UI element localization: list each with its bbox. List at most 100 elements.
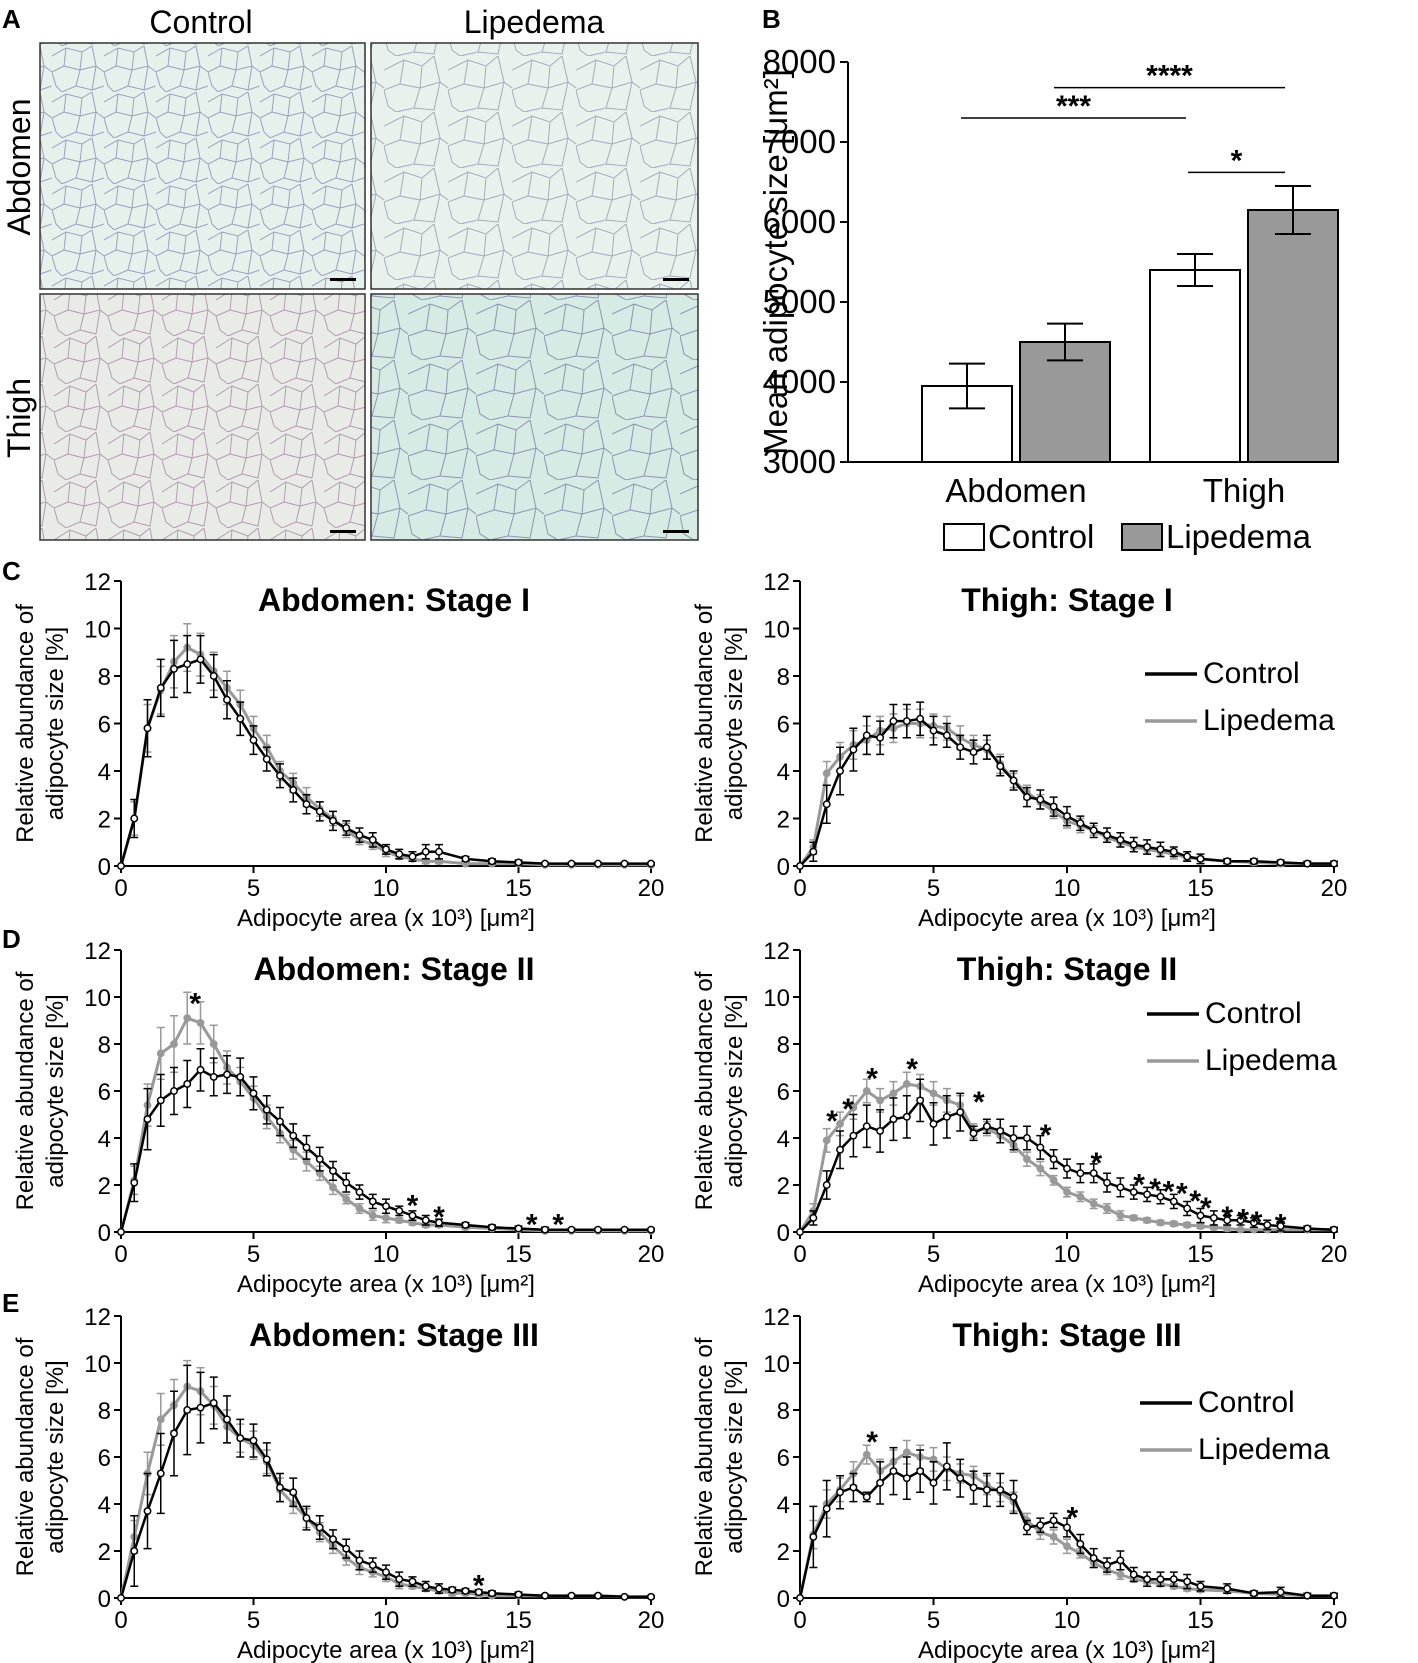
data-point-lipedema xyxy=(1116,1570,1125,1579)
data-point-control xyxy=(1330,1225,1338,1234)
data-point-control xyxy=(302,800,311,809)
data-point-control xyxy=(796,862,804,870)
y-axis-label: Relative abundance of xyxy=(12,604,39,843)
data-point-control xyxy=(249,1436,258,1445)
col-header-control: Control xyxy=(149,4,252,40)
data-point-control xyxy=(541,1225,549,1234)
data-point-control xyxy=(942,1112,951,1121)
data-point-control xyxy=(1063,1523,1071,1532)
data-point-control xyxy=(1183,1204,1192,1213)
data-point-lipedema xyxy=(902,1080,911,1088)
data-point-control xyxy=(620,1592,629,1601)
data-point-control xyxy=(1276,1588,1285,1597)
data-point-control xyxy=(395,1206,404,1215)
x-tick-label: 0 xyxy=(114,875,127,902)
data-point-control xyxy=(395,850,404,859)
data-point-control xyxy=(342,1544,351,1553)
panel-letter-c: C xyxy=(2,556,21,586)
x-axis-label: Adipocyte area (x 10³) [μm²] xyxy=(918,905,1216,932)
data-point-control xyxy=(1156,1192,1165,1201)
bar-x-tick-label: Abdomen xyxy=(945,472,1086,509)
chart-title: Thigh: Stage II xyxy=(957,951,1177,987)
data-point-control xyxy=(862,731,871,740)
panel-letter-d: D xyxy=(2,924,21,954)
data-point-control xyxy=(368,1561,377,1570)
data-point-control xyxy=(1089,1169,1098,1178)
data-point-control xyxy=(1116,1183,1125,1192)
data-point-control xyxy=(1303,1224,1312,1233)
y-axis-label: Relative abundance of xyxy=(691,1337,718,1576)
data-point-control xyxy=(620,859,629,868)
x-tick-label: 0 xyxy=(114,1241,127,1268)
data-point-control xyxy=(862,1493,871,1501)
y-tick-label: 4 xyxy=(777,759,790,786)
data-point-control xyxy=(130,1547,139,1555)
bar-y-tick-label: 5000 xyxy=(763,283,836,320)
y-tick-label: 10 xyxy=(763,617,790,644)
data-point-control xyxy=(916,1467,925,1476)
data-point-control xyxy=(209,672,218,680)
data-point-control xyxy=(156,1096,165,1105)
data-point-control xyxy=(594,1225,602,1234)
data-point-control xyxy=(1276,858,1285,867)
data-point-control xyxy=(647,859,655,868)
data-point-control xyxy=(822,1181,831,1189)
x-tick-label: 20 xyxy=(1321,1607,1348,1634)
data-point-lipedema xyxy=(156,1415,165,1424)
data-point-control xyxy=(368,1197,377,1206)
data-point-control xyxy=(1022,1523,1031,1532)
significance-star: * xyxy=(189,987,201,1020)
data-point-control xyxy=(209,1072,218,1081)
data-point-control xyxy=(836,1145,844,1154)
data-point-lipedema xyxy=(1023,1155,1031,1164)
data-point-control xyxy=(567,1225,576,1234)
bar-error-control-abdomen xyxy=(949,362,985,410)
data-point-control xyxy=(435,1218,443,1227)
y-axis-label: Relative abundance of xyxy=(12,1337,39,1576)
bar-x-tick-label: Thigh xyxy=(1203,472,1286,509)
x-tick-label: 0 xyxy=(793,875,806,902)
data-point-lipedema xyxy=(876,1096,884,1105)
x-tick-label: 10 xyxy=(1054,1241,1081,1268)
bar-error-control-thigh xyxy=(1177,253,1213,287)
data-point-control xyxy=(1249,1589,1258,1598)
data-point-lipedema xyxy=(822,1136,831,1145)
y-tick-label: 4 xyxy=(98,1126,111,1153)
data-point-control xyxy=(647,1225,655,1234)
data-point-control xyxy=(620,1225,629,1234)
data-point-lipedema xyxy=(1063,1542,1071,1551)
bar-error-lipedema-abdomen xyxy=(1047,322,1083,362)
data-point-control xyxy=(1022,793,1031,802)
significance-star: * xyxy=(1040,1119,1052,1152)
y-axis-label: Relative abundance of xyxy=(12,971,39,1210)
x-tick-label: 5 xyxy=(247,1241,260,1268)
y-axis-label: Relative abundance of xyxy=(691,971,718,1210)
data-point-control xyxy=(1076,819,1085,828)
significance-label: *** xyxy=(1056,90,1091,123)
data-point-control xyxy=(969,1483,978,1492)
data-point-control xyxy=(1143,843,1152,851)
data-point-control xyxy=(355,1188,364,1197)
y-axis-label: adipocyte size [%] xyxy=(721,994,748,1187)
y-tick-label: 12 xyxy=(84,1304,111,1331)
data-point-control xyxy=(1009,1493,1018,1501)
chart-title: Abdomen: Stage II xyxy=(254,951,535,987)
data-point-control xyxy=(156,683,165,692)
y-tick-label: 6 xyxy=(777,1079,790,1106)
data-point-control xyxy=(223,1070,231,1079)
data-point-control xyxy=(1049,1516,1058,1525)
data-point-lipedema xyxy=(822,769,831,778)
data-point-control xyxy=(435,1584,443,1593)
chart-title: Thigh: Stage I xyxy=(961,582,1173,618)
x-tick-label: 15 xyxy=(505,1241,532,1268)
significance-star: * xyxy=(842,1093,854,1126)
data-point-lipedema xyxy=(183,1014,192,1023)
data-point-control xyxy=(849,1483,858,1492)
data-point-control xyxy=(1303,1591,1312,1600)
data-point-control xyxy=(902,717,911,726)
x-tick-label: 10 xyxy=(373,875,400,902)
data-point-lipedema xyxy=(395,1216,404,1225)
data-point-lipedema xyxy=(1143,1216,1151,1225)
data-point-control xyxy=(1116,835,1125,844)
y-tick-label: 8 xyxy=(777,664,790,691)
